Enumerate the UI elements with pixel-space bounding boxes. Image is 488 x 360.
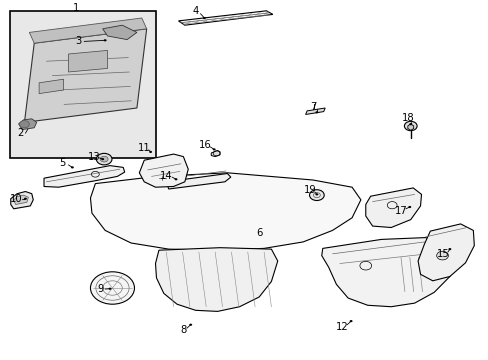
Text: 17: 17: [394, 206, 407, 216]
Polygon shape: [407, 124, 413, 130]
Polygon shape: [305, 108, 325, 114]
Circle shape: [71, 166, 74, 168]
Text: 6: 6: [255, 228, 262, 238]
Circle shape: [20, 121, 29, 128]
Polygon shape: [365, 188, 421, 228]
Polygon shape: [321, 238, 456, 307]
Circle shape: [101, 158, 104, 160]
Circle shape: [408, 123, 411, 125]
Text: 10: 10: [10, 194, 23, 204]
Circle shape: [309, 190, 324, 201]
Circle shape: [203, 17, 205, 19]
Polygon shape: [11, 192, 33, 209]
Text: 12: 12: [335, 322, 348, 332]
Text: 14: 14: [160, 171, 172, 181]
Circle shape: [436, 251, 447, 260]
Polygon shape: [139, 154, 188, 187]
Circle shape: [349, 320, 352, 322]
Text: 2: 2: [17, 128, 24, 138]
Bar: [10, 11, 156, 158]
Circle shape: [96, 153, 112, 165]
Text: 19: 19: [303, 185, 316, 195]
Polygon shape: [155, 248, 277, 311]
Text: 16: 16: [199, 140, 211, 150]
Text: 9: 9: [97, 284, 103, 294]
Polygon shape: [211, 150, 220, 157]
Polygon shape: [39, 79, 63, 94]
Circle shape: [189, 324, 192, 326]
Text: 11: 11: [138, 143, 151, 153]
Circle shape: [28, 126, 31, 128]
Text: 7: 7: [309, 102, 316, 112]
Text: 3: 3: [75, 36, 81, 46]
Polygon shape: [14, 195, 28, 204]
Text: 1: 1: [72, 3, 79, 13]
Text: 8: 8: [180, 325, 186, 336]
Circle shape: [212, 148, 215, 150]
Circle shape: [24, 198, 27, 200]
Polygon shape: [102, 25, 137, 40]
Text: 18: 18: [401, 113, 414, 123]
Polygon shape: [68, 50, 107, 72]
Text: 4: 4: [192, 6, 198, 16]
Polygon shape: [24, 29, 146, 122]
Polygon shape: [90, 173, 360, 250]
Text: 5: 5: [59, 158, 66, 168]
Circle shape: [447, 248, 450, 250]
Text: 15: 15: [436, 249, 448, 259]
Circle shape: [407, 206, 410, 208]
Polygon shape: [19, 119, 37, 130]
Polygon shape: [166, 174, 230, 189]
Circle shape: [149, 151, 152, 153]
Circle shape: [108, 288, 111, 290]
Circle shape: [103, 39, 106, 41]
Polygon shape: [29, 18, 146, 43]
Circle shape: [404, 121, 416, 131]
Circle shape: [100, 156, 108, 162]
Polygon shape: [417, 224, 473, 281]
Polygon shape: [178, 11, 272, 25]
Circle shape: [174, 178, 177, 180]
Polygon shape: [44, 166, 124, 187]
Text: 13: 13: [87, 152, 100, 162]
Circle shape: [315, 111, 318, 113]
Circle shape: [315, 193, 318, 195]
Circle shape: [90, 272, 134, 304]
